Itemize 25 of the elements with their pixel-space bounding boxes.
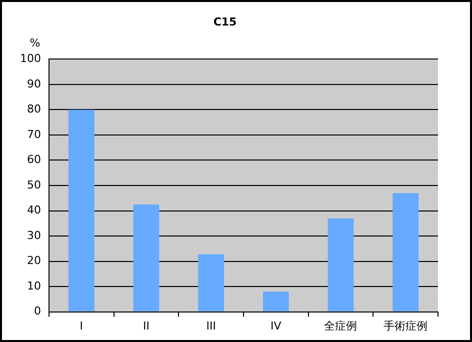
y-tick-label: 30 [26,228,41,242]
x-tick-label: II [142,319,150,332]
bar [133,204,160,312]
y-tick-label: 0 [34,304,41,318]
y-tick-label: 10 [26,279,41,292]
y-tick-label: 100 [20,52,41,66]
y-tick-label: 40 [26,204,41,217]
y-tick-label: 20 [26,254,41,268]
bar [198,254,224,312]
y-tick-label: 70 [26,128,41,141]
bar [392,193,419,312]
y-tick-label: 50 [26,178,41,192]
x-tick-label: 手術症例 [384,319,428,332]
y-tick-label: 80 [26,102,41,116]
chart-title: C15 [213,15,237,28]
y-tick-label: 60 [26,153,41,166]
bar [262,292,289,312]
bar [68,110,94,312]
x-tick-label: III [206,319,216,332]
x-tick-label: IV [270,319,282,332]
x-tick-label: 全症例 [324,319,358,332]
y-tick-label: 90 [26,77,41,90]
y-axis-title: % [30,36,40,50]
bar [328,218,354,312]
x-tick-label: I [80,319,84,332]
